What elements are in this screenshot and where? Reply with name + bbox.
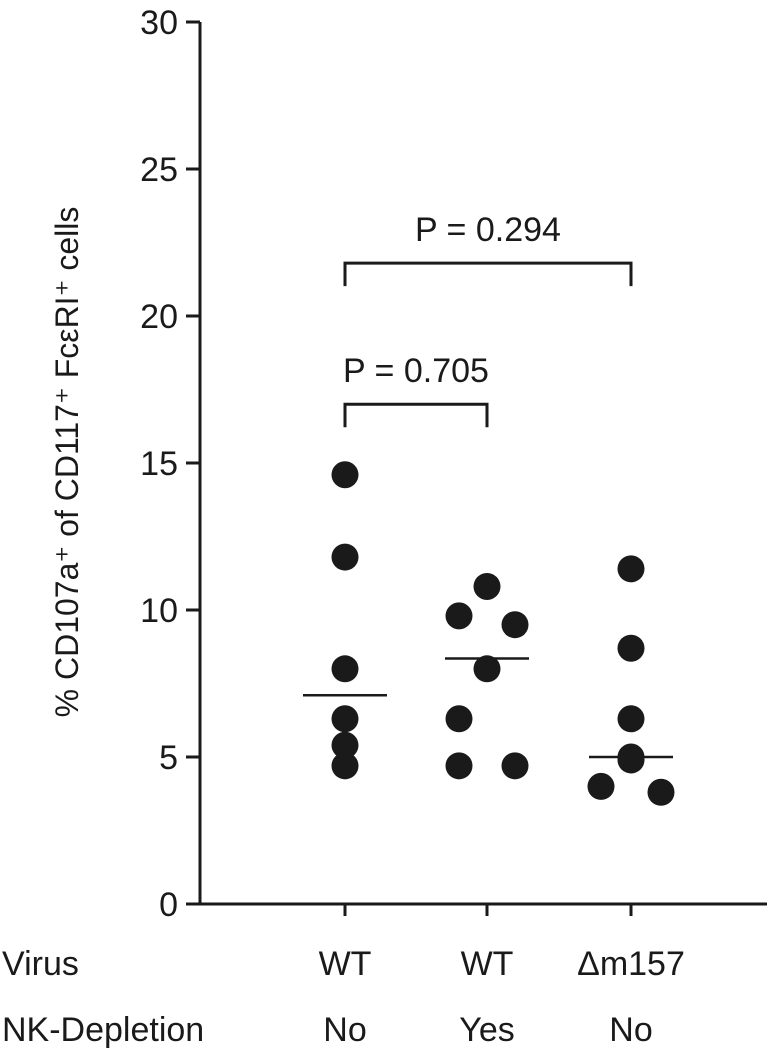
data-point [331, 655, 359, 683]
comparison-brackets: P = 0.705 P = 0.294 [343, 211, 633, 428]
data-point [617, 634, 645, 662]
data-point [587, 772, 615, 800]
category-labels: Virus NK-Depletion WT No WT Yes Δm157 No [2, 945, 685, 1049]
y-tick-label: 5 [159, 739, 178, 777]
data-point [331, 752, 359, 780]
y-tick-label: 15 [140, 445, 178, 483]
row-label: Virus [2, 945, 79, 983]
p-value-label: P = 0.294 [415, 211, 561, 249]
data-point [617, 746, 645, 774]
data-point [617, 555, 645, 583]
data-point [647, 778, 675, 806]
p-value-label: P = 0.705 [343, 352, 489, 390]
virus-label: WT [461, 945, 514, 983]
data-point [445, 602, 473, 630]
data-point [445, 705, 473, 733]
data-point [331, 731, 359, 759]
virus-label: Δm157 [577, 945, 685, 983]
virus-label: WT [319, 945, 372, 983]
y-tick-label: 25 [140, 151, 178, 189]
y-tick-label: 20 [140, 298, 178, 336]
comparison-bracket [343, 402, 489, 428]
data-point [473, 655, 501, 683]
data-point [331, 705, 359, 733]
data-point [331, 461, 359, 489]
y-tick-label: 10 [140, 592, 178, 630]
nk-depletion-label: No [609, 1011, 652, 1049]
data-point [501, 611, 529, 639]
nk-depletion-label: No [323, 1011, 366, 1049]
data-point [331, 543, 359, 571]
data-point [473, 572, 501, 600]
data-point [617, 705, 645, 733]
row-label: NK-Depletion [2, 1011, 204, 1049]
y-tick-label: 30 [140, 4, 178, 42]
nk-depletion-label: Yes [459, 1011, 514, 1049]
data-point [445, 752, 473, 780]
y-axis-label: % CD107a⁺ of CD117⁺ FcεRI⁺ cells [49, 207, 85, 718]
comparison-bracket [343, 261, 633, 287]
y-tick-label: 0 [159, 886, 178, 924]
data-points [303, 461, 675, 806]
axis-layer: 0 5 10 15 20 25 30 [140, 4, 767, 924]
data-point [501, 752, 529, 780]
